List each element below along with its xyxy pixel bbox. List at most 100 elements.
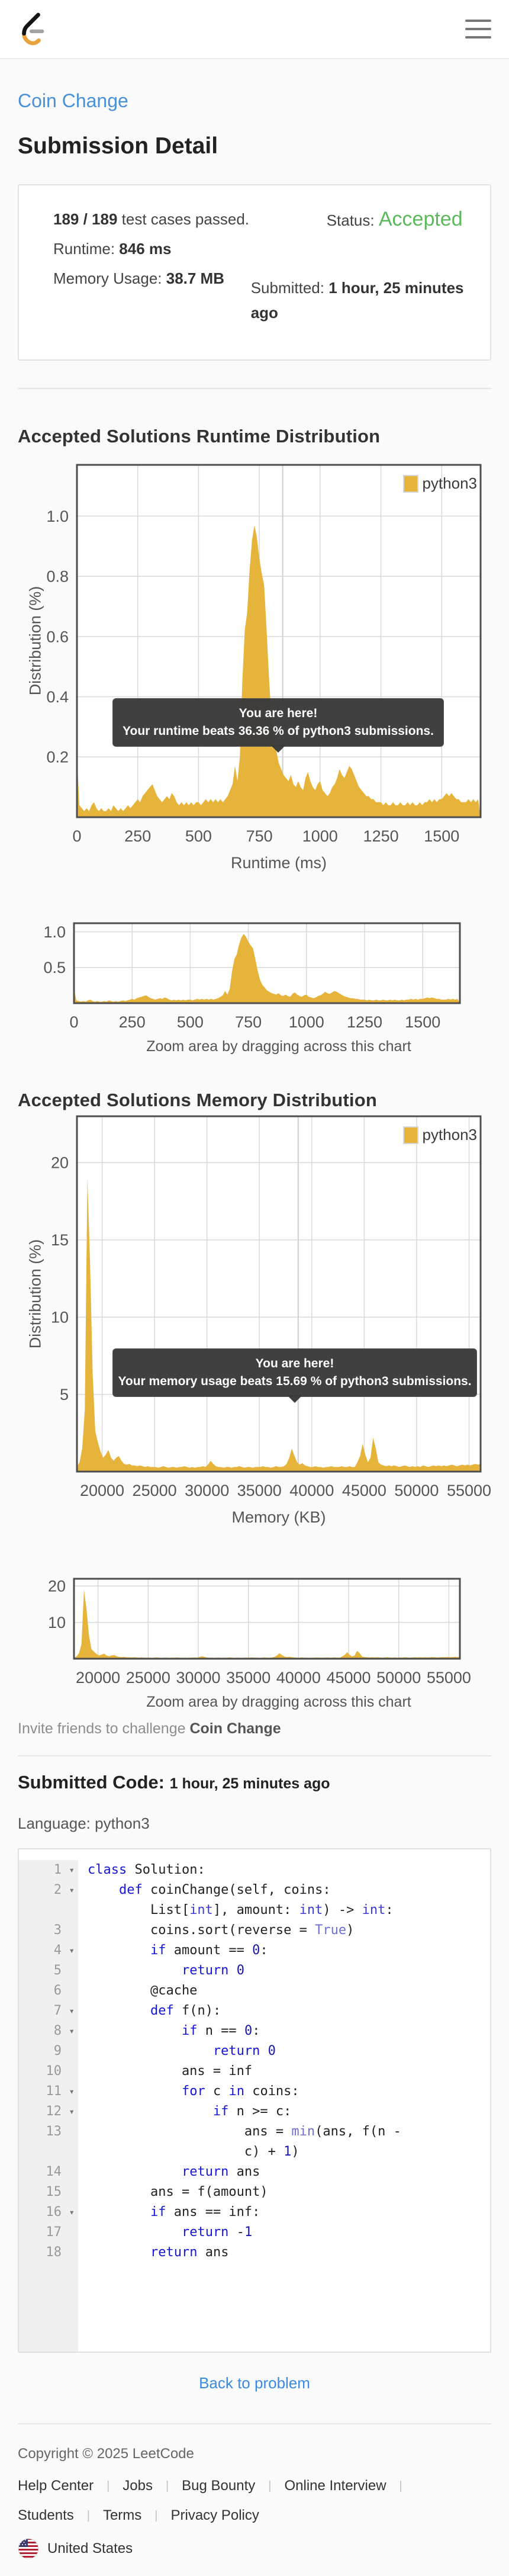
svg-text:250: 250 (124, 827, 151, 845)
submitted-code-time: 1 hour, 25 minutes ago (169, 1775, 330, 1792)
svg-text:0.4: 0.4 (46, 688, 69, 706)
separator: | (165, 2479, 169, 2493)
svg-text:30000: 30000 (185, 1482, 229, 1499)
line-number: 13 (19, 2122, 78, 2142)
code-line: 15 ans = f(amount) (19, 2182, 490, 2202)
runtime-zoom-chart[interactable]: 0 250 500 750 1000 1250 1500 0.5 1.0 (18, 918, 491, 1035)
memory-zoom-chart[interactable]: 20000 25000 30000 35000 40000 45000 50000 55000… (18, 1574, 491, 1690)
code-text: ans = f(amount) (88, 2185, 268, 2199)
code-line: 4 ▾ if amount == 0: (19, 1941, 490, 1961)
memory-section-title: Accepted Solutions Memory Distribution (18, 1090, 377, 1110)
summary-left-column: 189 / 189 test cases passed. Runtime: 84… (53, 202, 251, 325)
svg-text:50000: 50000 (376, 1669, 421, 1687)
legend-swatch-icon (403, 1126, 419, 1144)
code-fold-icon[interactable]: ▾ (69, 1864, 75, 1875)
memory-distribution-chart[interactable]: 20000 25000 30000 35000 40000 45000 50000 55000… (18, 1112, 491, 1508)
code-line: 10 ans = inf (19, 2061, 490, 2082)
separator: | (107, 2479, 110, 2493)
runtime-distribution-chart[interactable]: 0 250 500 750 1000 1250 1500 0.2 0.4 0.6 0.8 1.0 (18, 460, 491, 854)
summary-card: 189 / 189 test cases passed. Runtime: 84… (18, 184, 491, 361)
runtime-legend[interactable]: python3 (403, 474, 477, 493)
code-fold-icon[interactable]: ▾ (69, 2025, 75, 2037)
svg-text:0.5: 0.5 (43, 959, 66, 977)
footer-link-students[interactable]: Students (18, 2507, 74, 2523)
memory-legend[interactable]: python3 (403, 1126, 477, 1144)
footer-links-row2: Students | Terms | Privacy Policy (18, 2507, 491, 2524)
line-number: 15 (19, 2182, 78, 2202)
tooltip-line1: You are here! (239, 706, 318, 720)
language-value: python3 (95, 1814, 150, 1832)
memory-x-axis-label: Memory (KB) (231, 1508, 326, 1526)
footer-link-online-interview[interactable]: Online Interview (284, 2478, 386, 2494)
svg-text:5: 5 (60, 1386, 69, 1403)
footer-link-help-center[interactable]: Help Center (18, 2478, 94, 2494)
footer-link-jobs[interactable]: Jobs (123, 2478, 153, 2494)
code-text: return -1 (181, 2225, 253, 2240)
line-number: 16 ▾ (19, 2202, 78, 2222)
code-fold-icon[interactable]: ▾ (69, 1945, 75, 1956)
footer-links-row1: Help Center | Jobs | Bug Bounty | Online In… (18, 2478, 491, 2494)
problem-link[interactable]: Coin Change (18, 90, 128, 111)
runtime-x-axis-label: Runtime (ms) (230, 854, 327, 872)
svg-text:0: 0 (69, 1013, 78, 1031)
legend-label: python3 (422, 1126, 477, 1144)
svg-text:55000: 55000 (427, 1669, 471, 1687)
memory-zoom-area: 20000 25000 30000 35000 40000 45000 50000 55000… (18, 1574, 491, 1711)
line-number: 2 ▾ (19, 1880, 78, 1900)
memory-tooltip: You are here! Your memory usage beats 15… (112, 1348, 477, 1403)
svg-text:20: 20 (48, 1578, 66, 1595)
code-text: ans = inf (88, 2064, 253, 2079)
runtime-tooltip: You are here! Your runtime beats 36.36 %… (112, 698, 444, 753)
back-to-problem-link[interactable]: Back to problem (199, 2374, 310, 2392)
svg-text:0.2: 0.2 (46, 749, 69, 766)
line-number: 10 (19, 2061, 78, 2082)
divider (18, 2423, 491, 2424)
memory-y-axis-label: Distribution (%) (26, 1239, 44, 1349)
line-number: 5 (19, 1961, 78, 1981)
runtime-chart-area: Distribution (%) 0 250 500 750 1000 1250 1500 0… (18, 460, 491, 872)
code-fold-icon[interactable]: ▾ (69, 2086, 75, 2097)
code-text: def f(n): (150, 2003, 221, 2018)
leetcode-logo[interactable] (18, 12, 46, 46)
submitted-label: Submitted: (250, 279, 324, 297)
runtime-row: Runtime: 846 ms (53, 236, 251, 261)
svg-text:20: 20 (51, 1154, 69, 1172)
status-badge: Accepted (378, 208, 463, 230)
line-number: 4 ▾ (19, 1941, 78, 1961)
code-empty-area (19, 2263, 490, 2352)
tooltip-arrow-icon (270, 745, 286, 760)
line-number (19, 1900, 78, 1920)
code-line: 14 return ans (19, 2162, 490, 2182)
footer-link-privacy-policy[interactable]: Privacy Policy (170, 2507, 259, 2523)
code-fold-icon[interactable]: ▾ (69, 2206, 75, 2218)
code-text: c) + 1) (88, 2144, 299, 2159)
code-fold-icon[interactable]: ▾ (69, 2005, 75, 2016)
svg-text:35000: 35000 (226, 1669, 270, 1687)
code-line: 18 return ans (19, 2243, 490, 2263)
footer-link-terms[interactable]: Terms (102, 2507, 142, 2523)
svg-text:50000: 50000 (394, 1482, 439, 1499)
code-line: 5 return 0 (19, 1961, 490, 1981)
code-line: 7 ▾ def f(n): (19, 2001, 490, 2021)
runtime-zoom-caption: Zoom area by dragging across this chart (146, 1038, 411, 1055)
hamburger-bar (465, 20, 491, 22)
code-editor[interactable]: 1 ▾ class Solution: 2 ▾ def coinChange(self,… (18, 1848, 491, 2353)
svg-text:10: 10 (51, 1309, 69, 1326)
code-fold-icon[interactable]: ▾ (69, 1884, 75, 1896)
hamburger-menu-button[interactable] (465, 18, 491, 40)
submitted-code-heading: Submitted Code: 1 hour, 25 minutes ago (18, 1772, 491, 1793)
code-text: class Solution: (88, 1862, 205, 1877)
region-selector[interactable]: United States (18, 2538, 491, 2559)
svg-text:25000: 25000 (126, 1669, 170, 1687)
code-line: 12 ▾ if n >= c: (19, 2102, 490, 2122)
code-text: if n == 0: (181, 2023, 260, 2038)
code-line: 16 ▾ if ans == inf: (19, 2202, 490, 2222)
code-fold-icon[interactable]: ▾ (69, 2106, 75, 2117)
svg-text:15: 15 (51, 1231, 69, 1249)
submitted-code-label: Submitted Code: (18, 1772, 165, 1793)
svg-text:25000: 25000 (133, 1482, 177, 1499)
svg-text:0.8: 0.8 (46, 568, 69, 586)
footer-link-bug-bounty[interactable]: Bug Bounty (182, 2478, 256, 2494)
app-header (0, 0, 509, 59)
line-number: 12 ▾ (19, 2102, 78, 2122)
